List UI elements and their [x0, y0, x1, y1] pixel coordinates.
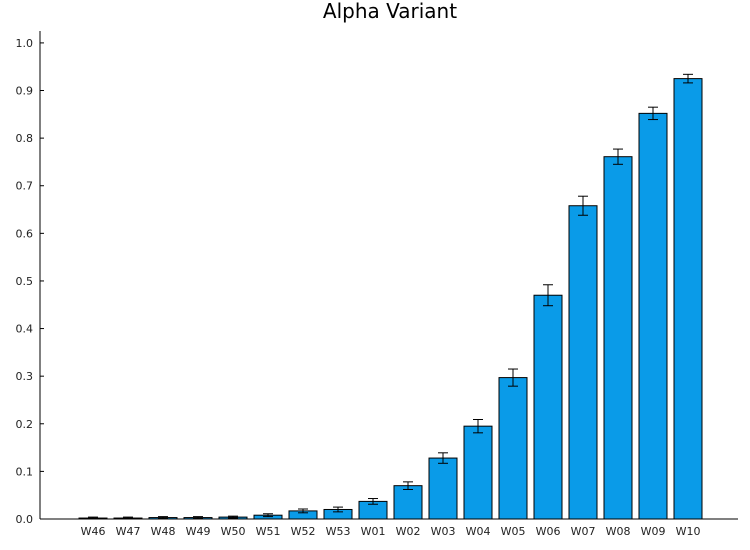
x-tick-label: W53 — [326, 525, 351, 538]
x-tick-label: W09 — [641, 525, 666, 538]
x-tick-label: W01 — [361, 525, 386, 538]
x-tick-label: W49 — [186, 525, 211, 538]
bar — [638, 112, 668, 520]
x-tick-label: W52 — [291, 525, 316, 538]
bar — [533, 294, 563, 520]
bar — [498, 377, 528, 520]
x-tick-label: W02 — [396, 525, 421, 538]
y-tick-label: 0.9 — [16, 85, 34, 98]
x-tick-label: W04 — [466, 525, 491, 538]
x-tick-label: W05 — [501, 525, 526, 538]
y-tick-label: 0.5 — [16, 275, 34, 288]
y-tick-label: 0.2 — [16, 418, 34, 431]
x-tick-label: W03 — [431, 525, 456, 538]
y-axis-ticks: 0.0 0.1 0.2 0.3 0.4 0.5 0.6 0.7 0.8 0.9 1.0 — [16, 37, 44, 526]
errorbars-group — [88, 73, 693, 520]
bar — [463, 425, 493, 520]
y-tick-label: 0.4 — [16, 323, 34, 336]
bar — [393, 485, 423, 520]
x-tick-label: W06 — [536, 525, 561, 538]
x-tick-label: W08 — [606, 525, 631, 538]
y-tick-label: 0.3 — [16, 370, 34, 383]
chart-title: Alpha Variant — [323, 0, 457, 23]
y-tick-label: 0.8 — [16, 132, 34, 145]
bar — [428, 457, 458, 520]
y-tick-label: 0.1 — [16, 465, 34, 478]
bar — [603, 156, 633, 520]
x-tick-label: W51 — [256, 525, 281, 538]
bars-group — [78, 78, 703, 520]
x-tick-label: W10 — [676, 525, 701, 538]
x-tick-label: W50 — [221, 525, 246, 538]
bar — [568, 205, 598, 520]
x-tick-label: W07 — [571, 525, 596, 538]
y-tick-label: 0.6 — [16, 227, 34, 240]
y-tick-label: 0.7 — [16, 180, 34, 193]
x-axis-ticks: W46 W47 W48 W49 W50 W51 W52 W53 W01 W02 W03 W04 W05 W… — [81, 525, 701, 538]
bar — [673, 78, 703, 520]
y-tick-label: 1.0 — [16, 37, 34, 50]
x-tick-label: W48 — [151, 525, 176, 538]
chart-axes — [39, 31, 738, 520]
x-tick-label: W46 — [81, 525, 106, 538]
x-tick-label: W47 — [116, 525, 141, 538]
y-tick-label: 0.0 — [16, 513, 34, 526]
